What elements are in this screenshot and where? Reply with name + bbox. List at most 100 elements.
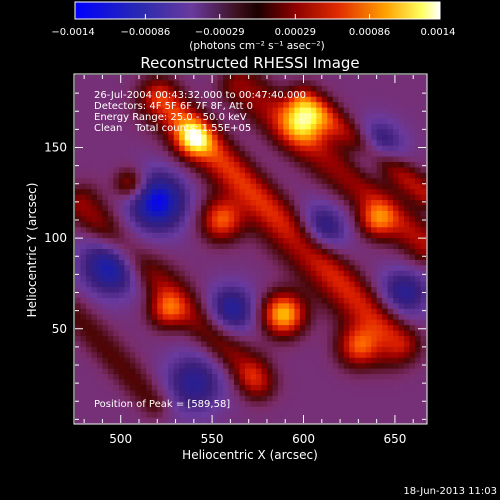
- heatmap-cell: [360, 259, 367, 266]
- heatmap-cell: [85, 308, 92, 315]
- heatmap-cell: [343, 75, 350, 81]
- heatmap-cell: [343, 406, 350, 413]
- heatmap-cell: [75, 379, 81, 386]
- heatmap-cell: [212, 129, 218, 136]
- heatmap-cell: [321, 314, 328, 321]
- heatmap-cell: [91, 363, 98, 370]
- heatmap-cell: [129, 80, 136, 87]
- heatmap-cell: [404, 123, 410, 130]
- heatmap-cell: [91, 249, 98, 255]
- heatmap-cell: [266, 243, 273, 250]
- heatmap-cell: [201, 167, 208, 174]
- heatmap-cell: [80, 406, 87, 413]
- heatmap-cell: [151, 200, 158, 206]
- heatmap-cell: [173, 254, 180, 261]
- heatmap-cell: [85, 123, 92, 130]
- heatmap-cell: [173, 336, 180, 342]
- heatmap-cell: [338, 297, 345, 304]
- heatmap-cell: [129, 352, 136, 359]
- heatmap-cell: [404, 162, 410, 168]
- heatmap-cell: [239, 102, 246, 109]
- heatmap-cell: [124, 325, 131, 331]
- heatmap-cell: [420, 129, 427, 136]
- heatmap-cell: [80, 287, 87, 293]
- heatmap-cell: [107, 189, 114, 196]
- heatmap-cell: [266, 314, 273, 321]
- heatmap-cell: [129, 178, 136, 185]
- heatmap-cell: [245, 118, 251, 125]
- heatmap-cell: [190, 401, 197, 408]
- heatmap-cell: [316, 140, 323, 147]
- heatmap-cell: [190, 417, 197, 424]
- heatmap-cell: [124, 401, 131, 408]
- heatmap-cell: [212, 85, 218, 92]
- heatmap-cell: [124, 162, 131, 168]
- heatmap-cell: [80, 292, 87, 299]
- heatmap-cell: [409, 390, 416, 397]
- heatmap-cell: [212, 178, 218, 185]
- heatmap-cell: [135, 292, 142, 299]
- heatmap-cell: [338, 254, 345, 261]
- heatmap-cell: [201, 379, 208, 386]
- heatmap-cell: [288, 134, 295, 141]
- heatmap-cell: [184, 140, 191, 147]
- heatmap-cell: [151, 374, 158, 380]
- heatmap-cell: [371, 363, 378, 370]
- heatmap-cell: [299, 167, 306, 174]
- heatmap-cell: [387, 129, 394, 136]
- heatmap-cell: [288, 308, 295, 315]
- heatmap-cell: [179, 216, 186, 223]
- heatmap-cell: [239, 243, 246, 250]
- heatmap-cell: [261, 91, 268, 98]
- heatmap-cell: [255, 129, 262, 136]
- heatmap-cell: [409, 270, 416, 277]
- heatmap-cell: [223, 384, 229, 391]
- heatmap-cell: [272, 384, 279, 391]
- heatmap-cell: [349, 238, 356, 244]
- heatmap-cell: [140, 200, 147, 206]
- heatmap-cell: [140, 107, 147, 114]
- heatmap-cell: [217, 303, 224, 310]
- heatmap-cell: [415, 254, 421, 261]
- heatmap-cell: [327, 346, 334, 353]
- heatmap-cell: [310, 162, 317, 168]
- heatmap-cell: [365, 91, 372, 98]
- heatmap-cell: [96, 221, 103, 228]
- heatmap-cell: [349, 297, 356, 304]
- heatmap-cell: [129, 357, 136, 364]
- heatmap-cell: [261, 189, 268, 196]
- heatmap-cell: [387, 265, 394, 272]
- heatmap-cell: [146, 265, 153, 272]
- heatmap-cell: [146, 270, 153, 277]
- heatmap-cell: [310, 308, 317, 315]
- heatmap-cell: [151, 172, 158, 179]
- heatmap-cell: [129, 325, 136, 331]
- heatmap-cell: [162, 140, 169, 147]
- heatmap-cell: [173, 210, 180, 217]
- heatmap-cell: [96, 336, 103, 342]
- heatmap-cell: [316, 156, 323, 163]
- heatmap-cell: [245, 417, 251, 424]
- heatmap-cell: [184, 118, 191, 125]
- heatmap-cell: [146, 172, 153, 179]
- heatmap-cell: [250, 129, 257, 136]
- heatmap-cell: [146, 91, 153, 98]
- heatmap-cell: [354, 292, 361, 299]
- heatmap-cell: [294, 336, 301, 342]
- heatmap-cell: [393, 336, 399, 342]
- heatmap-cell: [212, 189, 218, 196]
- heatmap-cell: [420, 85, 427, 92]
- heatmap-cell: [102, 107, 109, 114]
- heatmap-cell: [255, 118, 262, 125]
- heatmap-cell: [140, 303, 147, 310]
- heatmap-cell: [85, 346, 92, 353]
- heatmap-cell: [113, 363, 120, 370]
- heatmap-cell: [212, 145, 218, 152]
- heatmap-cell: [239, 123, 246, 130]
- heatmap-cell: [129, 297, 136, 304]
- heatmap-cell: [184, 85, 191, 92]
- heatmap-cell: [245, 406, 251, 413]
- heatmap-cell: [124, 395, 131, 402]
- heatmap-cell: [250, 330, 257, 337]
- heatmap-cell: [162, 102, 169, 109]
